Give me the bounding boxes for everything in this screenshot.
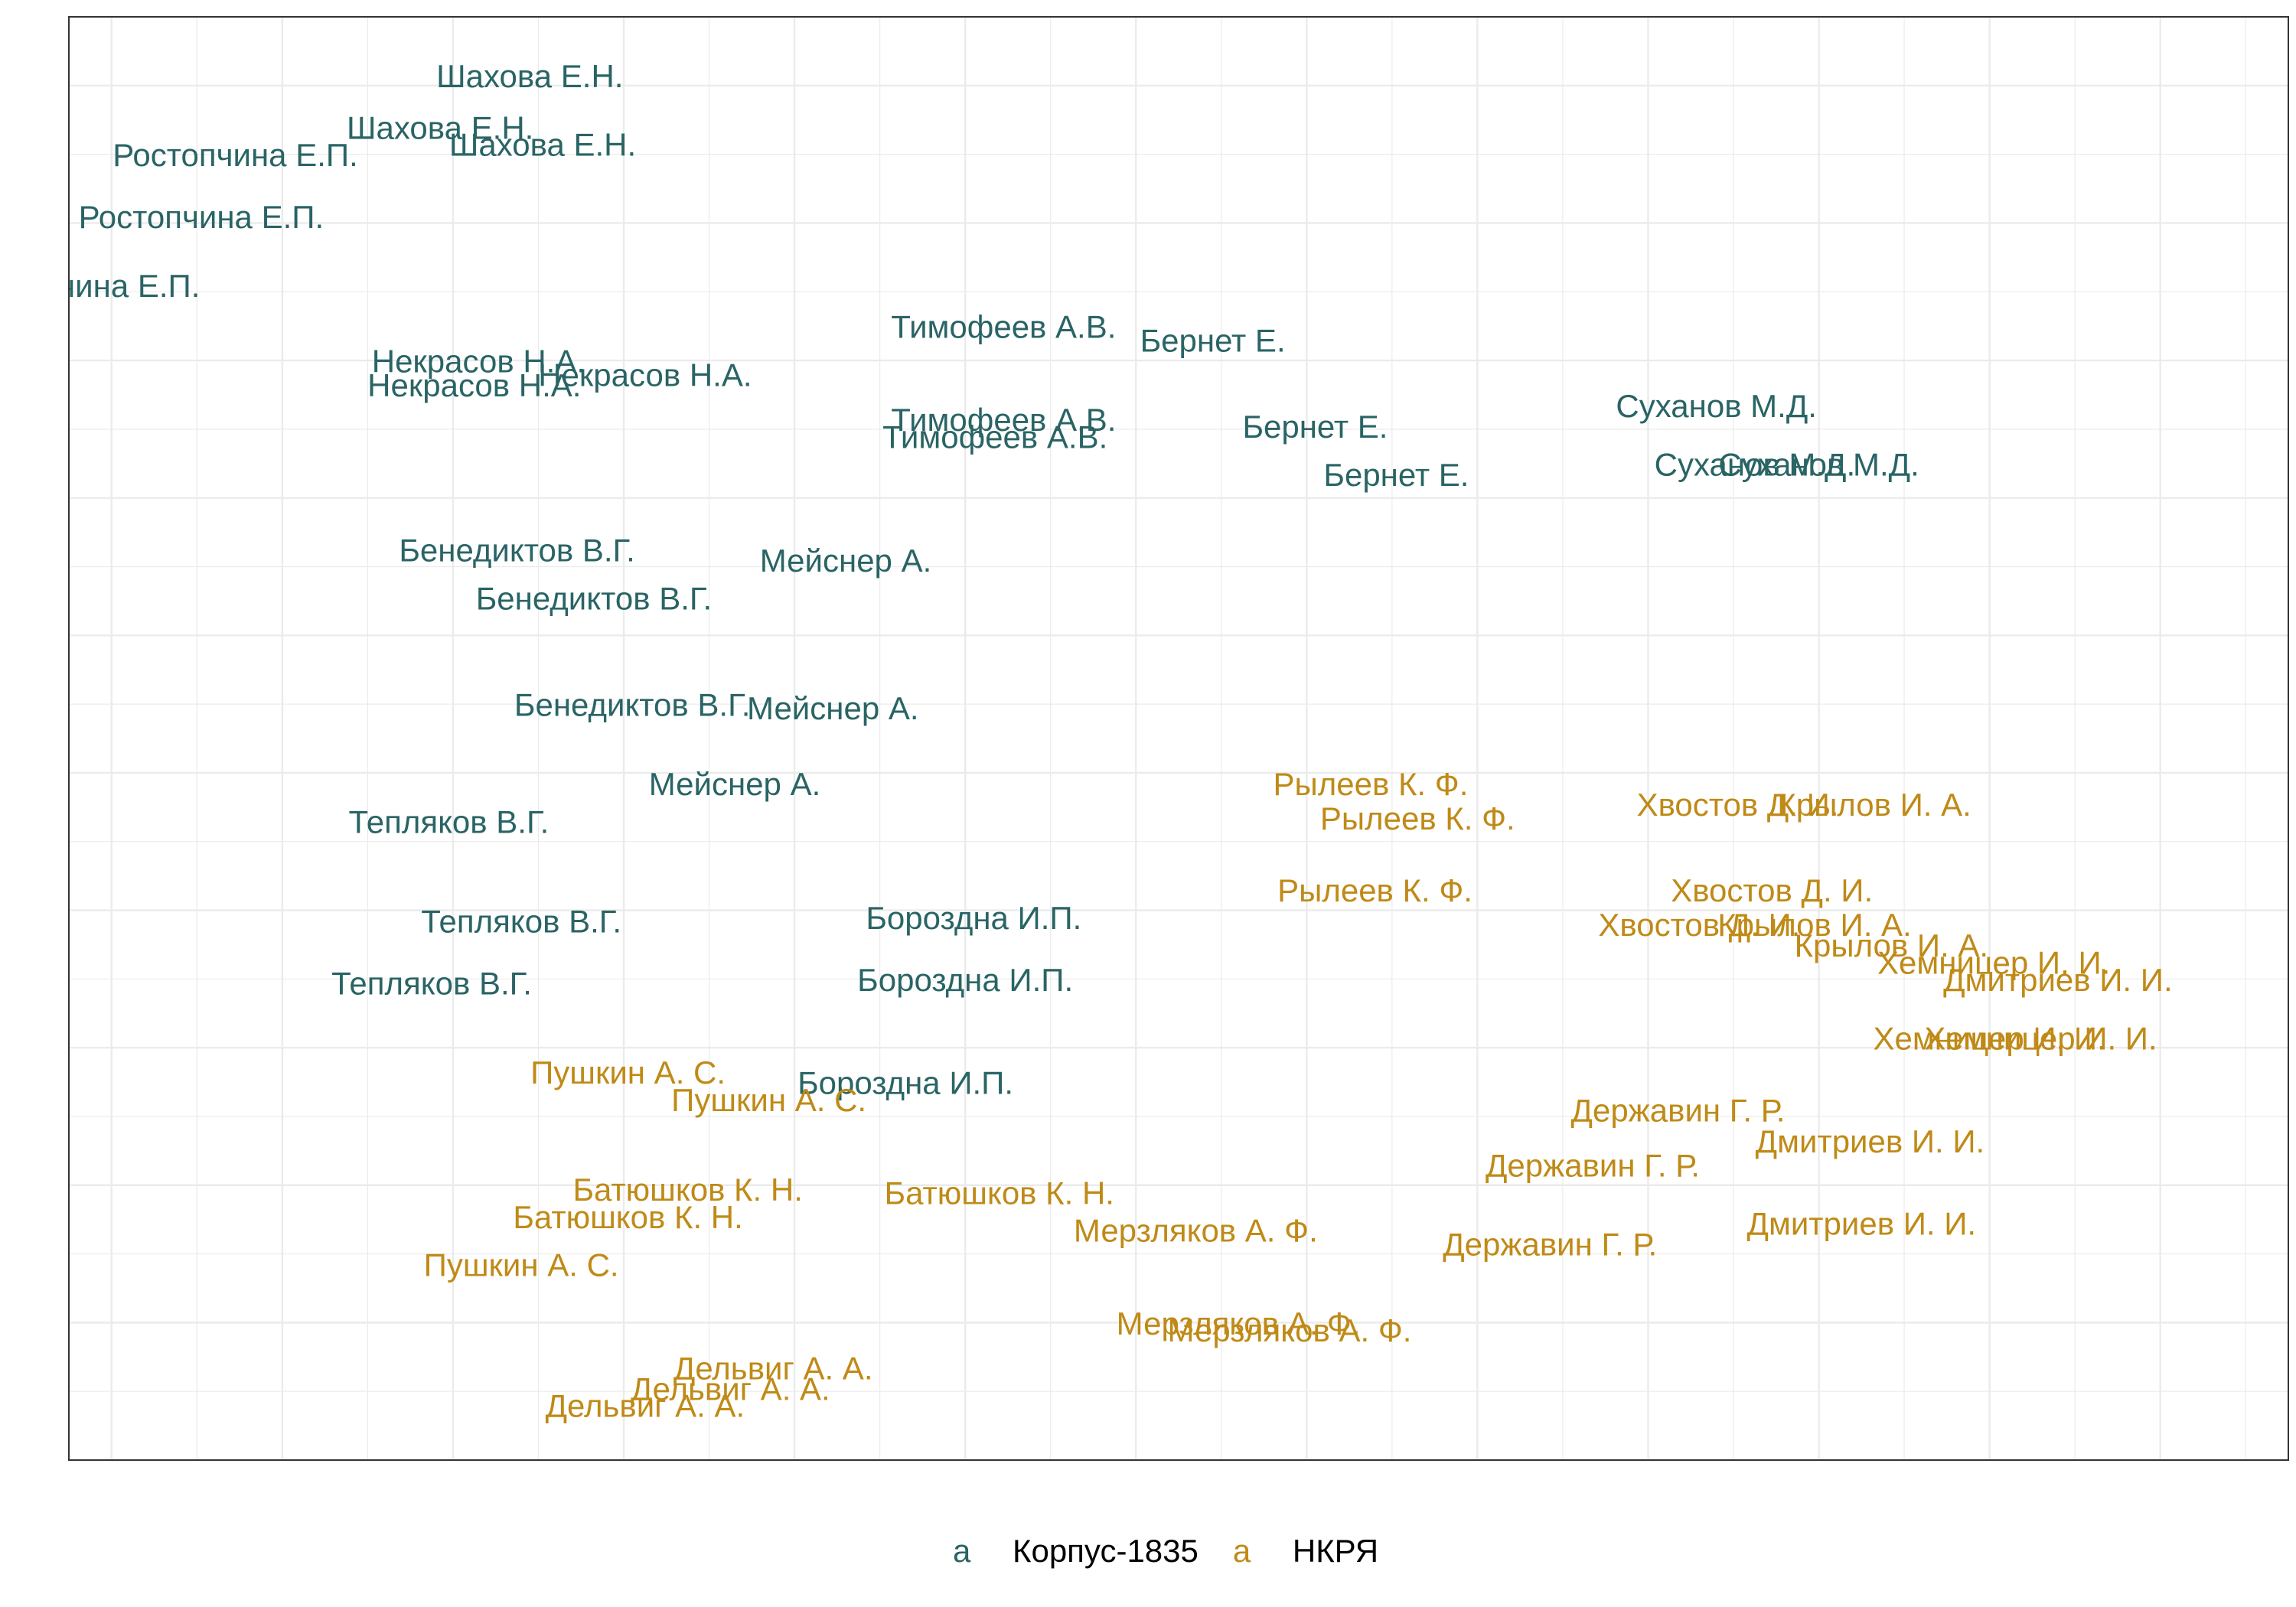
point-label: Бороздна И.П. bbox=[866, 900, 1081, 936]
point-label: Суханов М.Д. bbox=[1655, 446, 1856, 482]
point-label: Дельвиг А. А. bbox=[673, 1350, 873, 1386]
point-label: Некрасов Н.А. bbox=[538, 357, 752, 393]
point-label: Мейснер А. bbox=[649, 766, 821, 802]
point-label: Бенедиктов В.Г. bbox=[514, 687, 750, 723]
point-label: Мерзляков А. Ф. bbox=[1168, 1312, 1412, 1348]
point-label: Дельвиг А. А. bbox=[546, 1388, 745, 1424]
point-label: Бернет Е. bbox=[1140, 323, 1286, 359]
point-label: Бернет Е. bbox=[1242, 409, 1388, 445]
point-label: Шахова Е.Н. bbox=[347, 109, 533, 145]
point-label: Пушкин А. С. bbox=[424, 1247, 619, 1283]
point-label: Дмитриев И. И. bbox=[1747, 1206, 1977, 1242]
point-label: Крылов И. А. bbox=[1717, 907, 1912, 943]
point-label: Дельвиг А. А. bbox=[631, 1371, 830, 1407]
legend: a Корпус-1835 a НКРЯ bbox=[953, 1533, 1378, 1569]
point-label: Рылеев К. Ф. bbox=[1320, 800, 1515, 836]
point-label: Мерзляков А. Ф. bbox=[1074, 1213, 1318, 1249]
point-label: Хвостов Д. И. bbox=[1637, 787, 1839, 823]
point-label: Ростопчина Е.П. bbox=[113, 137, 358, 173]
point-label: Суханов М.Д. bbox=[1718, 446, 1919, 482]
point-label: Хемницер И. И. bbox=[1877, 944, 2110, 980]
point-label: Некрасов Н.А. bbox=[367, 367, 581, 403]
point-label: Шахова Е.Н. bbox=[449, 127, 636, 163]
point-label: Державин Г. Р. bbox=[1443, 1227, 1657, 1263]
point-label: Пушкин А. С. bbox=[530, 1054, 726, 1090]
point-label: Батюшков К. Н. bbox=[513, 1199, 742, 1235]
point-label: Дмитриев И. И. bbox=[1756, 1123, 1985, 1159]
point-label: Тепляков В.Г. bbox=[348, 804, 549, 839]
text-label-points: Шахова Е.Н.Шахова Е.Н.Шахова Е.Н.Ростопч… bbox=[0, 58, 2173, 1424]
point-label: Батюшков К. Н. bbox=[885, 1175, 1114, 1211]
point-label: Мерзляков А. Ф. bbox=[1117, 1305, 1361, 1341]
legend-key-glyph: a bbox=[1233, 1533, 1251, 1569]
point-label: Шахова Е.Н. bbox=[436, 58, 623, 94]
point-label: Ростопчина Е.П. bbox=[79, 199, 325, 235]
point-label: Державин Г. Р. bbox=[1571, 1093, 1786, 1129]
point-label: Бенедиктов В.Г. bbox=[399, 533, 634, 569]
point-label: Крылов И. А. bbox=[1795, 927, 1989, 963]
point-label: Тепляков В.Г. bbox=[421, 904, 621, 940]
point-label: Тимофеев А.В. bbox=[882, 419, 1107, 455]
point-label: Хвостов Д. И. bbox=[1671, 872, 1873, 908]
point-label: Батюшков К. Н. bbox=[572, 1172, 802, 1208]
point-label: Мейснер А. bbox=[747, 690, 919, 726]
point-label: Мейснер А. bbox=[760, 543, 932, 579]
point-label: Рылеев К. Ф. bbox=[1277, 872, 1473, 908]
point-label: Державин Г. Р. bbox=[1486, 1147, 1700, 1183]
point-label: Бернет Е. bbox=[1323, 457, 1469, 493]
point-label: Бороздна И.П. bbox=[857, 962, 1073, 998]
legend-key-glyph: a bbox=[953, 1533, 971, 1569]
legend-label: НКРЯ bbox=[1293, 1533, 1378, 1569]
point-label: Тимофеев А.В. bbox=[891, 309, 1116, 345]
point-label: Бенедиктов В.Г. bbox=[476, 580, 712, 616]
point-label: Бороздна И.П. bbox=[797, 1065, 1013, 1101]
point-label: Ростопчина Е.П. bbox=[0, 268, 200, 304]
point-label: Пушкин А. С. bbox=[671, 1082, 866, 1118]
point-label: Тимофеев А.В. bbox=[891, 402, 1116, 438]
point-label: Хемницер И. И. bbox=[1924, 1020, 2157, 1056]
legend-label: Корпус-1835 bbox=[1013, 1533, 1199, 1569]
point-label: Хемницер И. И. bbox=[1873, 1020, 2105, 1056]
point-label: Хвостов Д. И. bbox=[1598, 907, 1800, 943]
point-label: Суханов М.Д. bbox=[1616, 388, 1817, 424]
point-label: Крылов И. А. bbox=[1777, 787, 1971, 823]
gridlines bbox=[69, 16, 2288, 1460]
point-label: Тепляков В.Г. bbox=[331, 965, 532, 1001]
point-label: Некрасов Н.А. bbox=[372, 344, 585, 380]
point-label: Рылеев К. Ф. bbox=[1274, 766, 1469, 802]
plot-panel-border bbox=[68, 16, 2289, 1461]
point-label: Дмитриев И. И. bbox=[1943, 962, 2173, 998]
